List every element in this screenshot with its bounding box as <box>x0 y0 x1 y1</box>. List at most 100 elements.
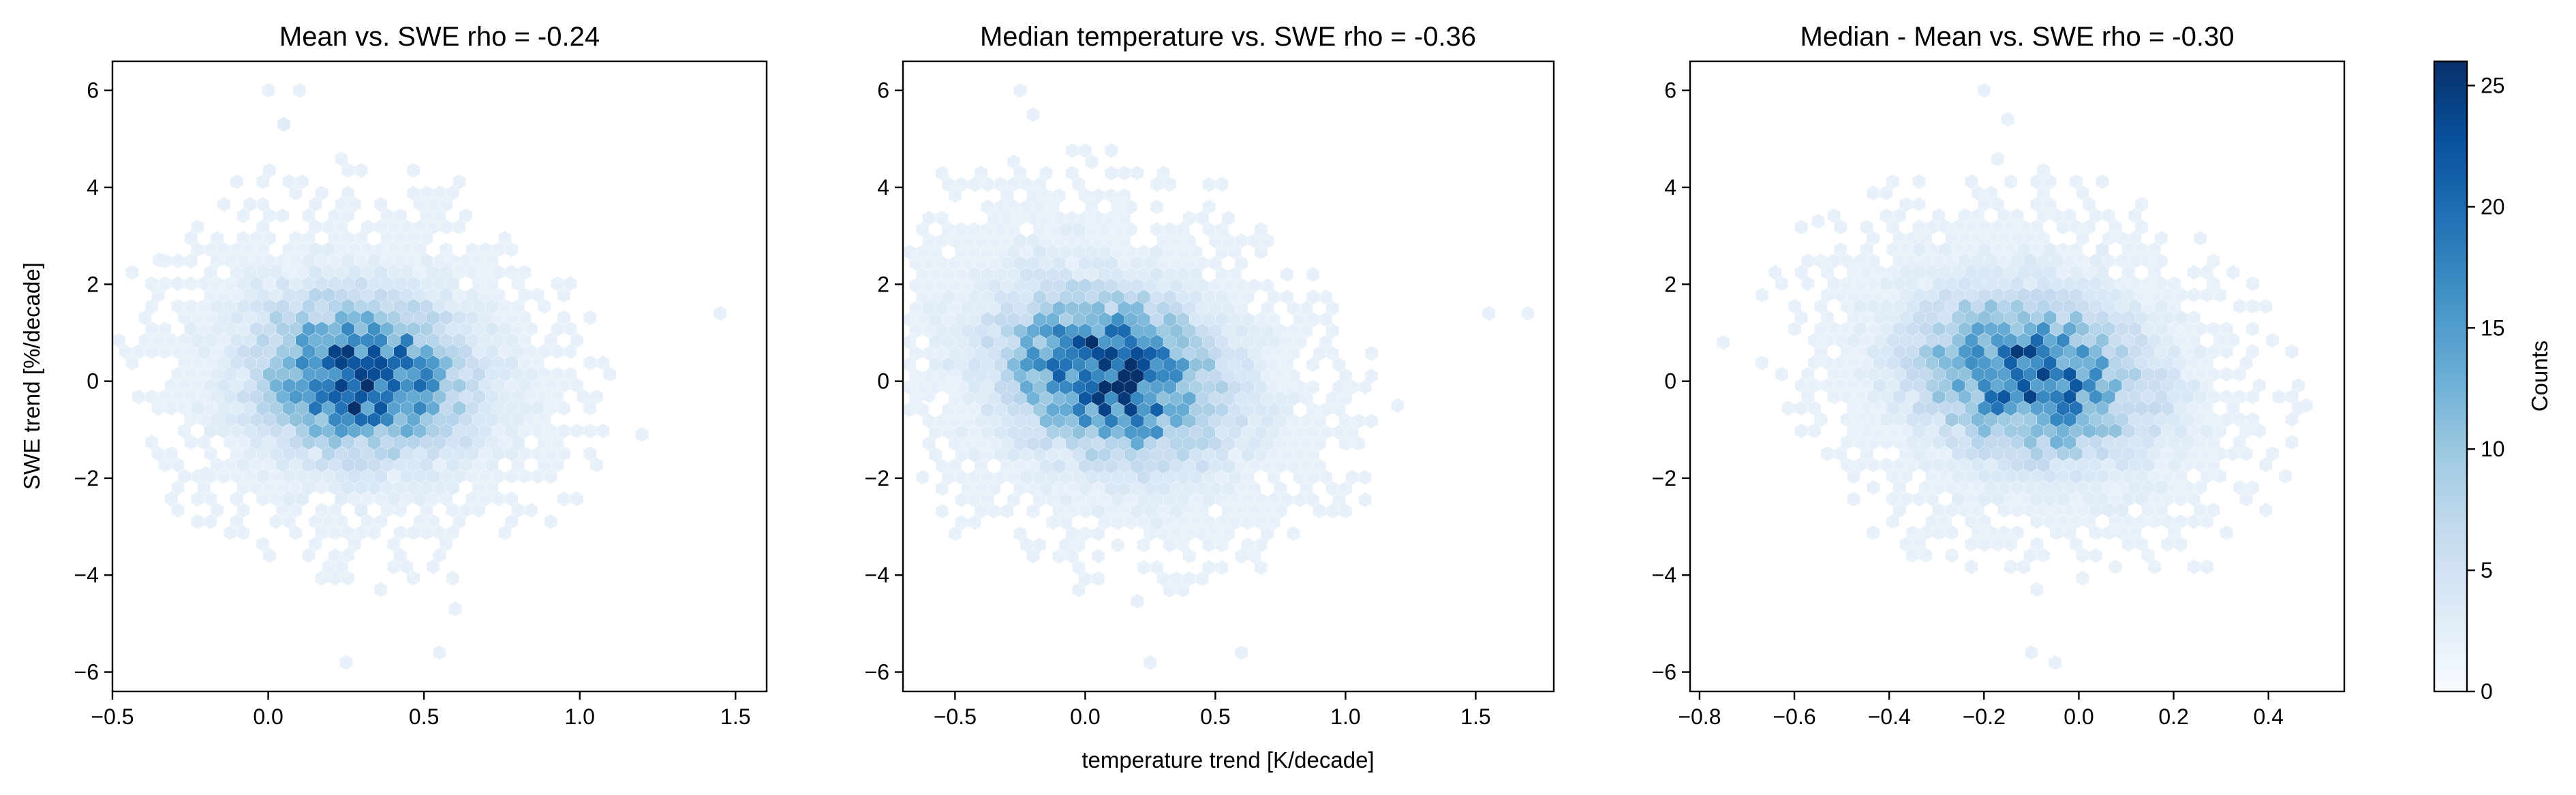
hexbin-cell <box>1821 287 1834 302</box>
hexbin-cell <box>570 491 583 507</box>
hexbin-cell <box>1932 435 1946 450</box>
hexbin-cell <box>2246 298 2259 314</box>
panel-1-hexbins <box>112 82 726 670</box>
hexbin-cell <box>1834 242 1847 258</box>
hexbin-cell <box>1945 503 1959 518</box>
hexbin-cell <box>1254 222 1268 237</box>
hexbin-cell <box>2109 446 2122 461</box>
hexbin-cell <box>2115 367 2128 382</box>
hexbin-cell <box>505 264 518 280</box>
hexbin-cell <box>498 412 512 427</box>
hexbin-cell <box>1717 334 1730 350</box>
hexbin-cell <box>407 412 420 427</box>
hexbin-cell <box>322 242 335 258</box>
hexbin-cell <box>1972 367 1984 382</box>
hexbin-cell <box>1261 369 1274 384</box>
hexbin-cell <box>145 276 158 292</box>
hexbin-cell <box>269 423 283 439</box>
hexbin-cell <box>1169 391 1183 406</box>
hexbin-cell <box>1098 267 1111 282</box>
hexbin-cell <box>1150 334 1163 349</box>
hexbin-cell <box>1072 357 1086 373</box>
hexbin-cell <box>1092 414 1105 428</box>
hexbin-cell <box>2023 367 2037 382</box>
hexbin-cell <box>1144 346 1157 361</box>
x-tick-label: −0.6 <box>1773 704 1815 729</box>
hexbin-cell <box>2154 412 2168 427</box>
hexbin-cell <box>348 423 361 439</box>
hexbin-cell <box>2030 264 2044 280</box>
hexbin-cell <box>1972 231 1984 246</box>
hexbin-cell <box>2207 435 2220 450</box>
hexbin-cell <box>1059 447 1073 463</box>
hexbin-cell <box>968 493 981 508</box>
hexbin-cell <box>1241 447 1255 463</box>
hexbin-cell <box>1997 276 2011 292</box>
hexbin-cell <box>2239 491 2253 507</box>
hexbin-cell <box>1182 526 1196 542</box>
hexbin-cell <box>2076 367 2089 382</box>
hexbin-cell <box>1072 290 1086 305</box>
hexbin-cell <box>339 655 353 670</box>
hexbin-cell <box>1814 322 1828 337</box>
hexbin-cell <box>2004 287 2017 302</box>
hexbin-cell <box>361 264 374 280</box>
hexbin-cell <box>1880 322 1893 337</box>
hexbin-cell <box>1215 447 1229 463</box>
hexbin-cell <box>433 185 446 201</box>
hexbin-cell <box>968 290 981 305</box>
hexbin-cell <box>1020 537 1033 552</box>
hexbin-cell <box>2115 253 2128 268</box>
hexbin-cell <box>433 367 446 382</box>
hexbin-cell <box>1111 357 1124 373</box>
hexbin-cell <box>335 423 348 439</box>
hexbin-cell <box>322 332 335 348</box>
hexbin-cell <box>2174 355 2188 371</box>
hexbin-cell <box>1241 424 1255 440</box>
hexbin-cell <box>2207 344 2220 359</box>
hexbin-cell <box>151 332 165 348</box>
hexbin-cell <box>1847 287 1860 302</box>
hexbin-cell <box>538 435 551 450</box>
hexbin-cell <box>2023 480 2037 495</box>
hexbin-cell <box>400 332 414 348</box>
hexbin-cell <box>968 357 981 373</box>
hexbin-cell <box>1801 389 1815 405</box>
hexbin-cell <box>2194 367 2207 382</box>
hexbin-cell <box>1991 537 2004 552</box>
hexbin-cell <box>485 389 499 405</box>
hexbin-cell <box>1026 323 1040 339</box>
hexbin-cell <box>407 322 420 337</box>
x-tick-label: 0.2 <box>2158 704 2188 729</box>
hexbin-cell <box>1860 423 1873 439</box>
hexbin-cell <box>387 219 401 235</box>
hexbin-cell <box>440 219 453 235</box>
hexbin-cell <box>1939 242 1952 258</box>
hexbin-cell <box>1847 310 1860 326</box>
hexbin-cell <box>518 310 532 326</box>
hexbin-cell <box>2109 287 2122 302</box>
hexbin-cell <box>341 344 354 359</box>
hexbin-cell <box>1235 233 1248 249</box>
hexbin-cell <box>1841 435 1854 450</box>
hexbin-cell <box>465 264 479 280</box>
hexbin-cell <box>981 493 994 508</box>
hexbin-cell <box>335 491 348 507</box>
hexbin-cell <box>2181 412 2194 427</box>
hexbin-cell <box>400 491 414 507</box>
hexbin-cell <box>1248 458 1261 473</box>
hexbin-cell <box>994 245 1007 260</box>
hexbin-cell <box>217 355 230 371</box>
hexbin-cell <box>1788 322 1801 337</box>
hexbin-cell <box>1919 276 1932 292</box>
hexbin-cell <box>949 414 962 428</box>
hexbin-cell <box>1046 334 1059 349</box>
hexbin-cell <box>2096 287 2109 302</box>
hexbin-cell <box>2030 197 2044 212</box>
hexbin-cell <box>1111 469 1124 485</box>
hexbin-cell <box>1834 332 1847 348</box>
hexbin-cell <box>1886 264 1899 280</box>
hexbin-cell <box>1854 412 1867 427</box>
hexbin-cell <box>478 242 492 258</box>
hexbin-cell <box>538 457 551 473</box>
